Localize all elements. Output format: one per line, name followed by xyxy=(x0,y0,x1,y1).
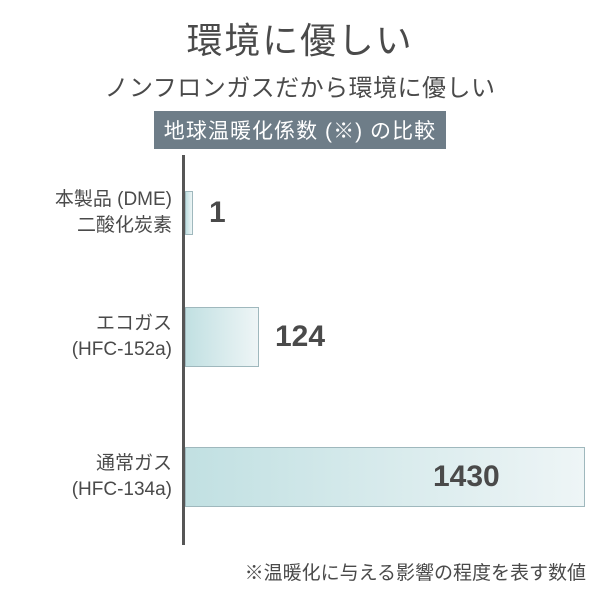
chart-row: 本製品 (DME) 二酸化炭素1 xyxy=(0,191,600,235)
bar-wrap: 124 xyxy=(185,307,600,367)
bar-wrap: 1 xyxy=(185,191,600,235)
bar xyxy=(185,191,193,235)
bar-value: 1430 xyxy=(433,460,500,494)
bar-label: 本製品 (DME) 二酸化炭素 xyxy=(0,187,182,238)
footnote: ※温暖化に与える影響の程度を表す数値 xyxy=(245,558,586,585)
page-subtitle: ノンフロンガスだから環境に優しい xyxy=(0,68,600,103)
bar-value: 124 xyxy=(275,320,325,354)
bar-value: 1 xyxy=(209,196,226,230)
bar-label: エコガス (HFC-152a) xyxy=(0,311,182,362)
chart-badge: 地球温暖化係数 (※) の比較 xyxy=(154,111,446,149)
page-title: 環境に優しい xyxy=(0,0,600,64)
chart-area: 本製品 (DME) 二酸化炭素1エコガス (HFC-152a)124通常ガス (… xyxy=(0,155,600,545)
bar-label: 通常ガス (HFC-134a) xyxy=(0,451,182,502)
chart-row: エコガス (HFC-152a) 124 xyxy=(0,307,600,367)
chart-row: 通常ガス (HFC-134a) 1430 xyxy=(0,447,600,507)
bar xyxy=(185,447,585,507)
bar xyxy=(185,307,259,367)
bar-wrap: 1430 xyxy=(185,447,600,507)
